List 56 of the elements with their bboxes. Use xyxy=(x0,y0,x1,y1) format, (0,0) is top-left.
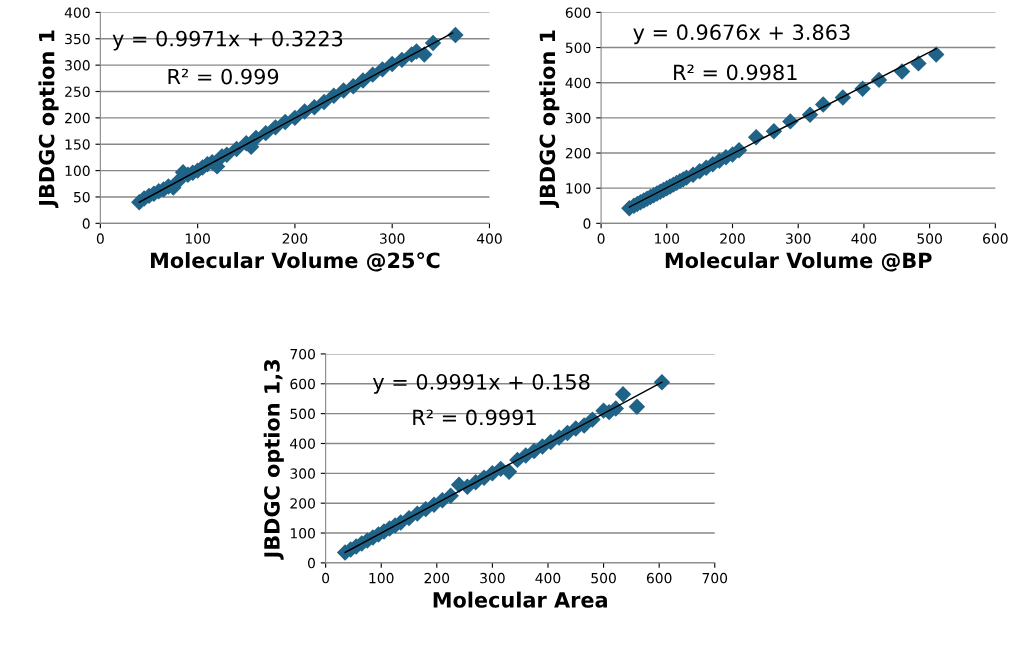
x-tick-label: 300 xyxy=(380,233,405,244)
x-tick-label: 100 xyxy=(185,233,210,244)
y-axis-title: JBDGC option 1,3 xyxy=(263,359,284,560)
y-tick-label: 200 xyxy=(565,147,591,159)
x-tick-label: 700 xyxy=(702,572,728,584)
y-tick-label: 400 xyxy=(64,7,90,18)
y-tick-label: 100 xyxy=(290,528,315,539)
annotation: y = 0.9971x + 0.3223 xyxy=(112,30,343,51)
y-tick-label: 0 xyxy=(307,557,315,569)
x-tick-label: 400 xyxy=(535,572,561,584)
y-tick-label: 150 xyxy=(65,139,90,150)
x-tick-label: 600 xyxy=(646,572,672,584)
y-tick-label: 250 xyxy=(65,86,90,97)
x-tick-label: 300 xyxy=(480,572,505,584)
x-tick-label: 0 xyxy=(96,233,104,244)
annotation: y = 0.9991x + 0.158 xyxy=(372,373,590,394)
y-tick-label: 500 xyxy=(565,42,591,54)
y-tick-label: 400 xyxy=(290,438,315,449)
x-tick-label: 0 xyxy=(322,572,330,584)
annotation: R² = 0.999 xyxy=(168,68,279,85)
y-axis-title: JBDGC option 1 xyxy=(38,30,59,208)
x-tick-label: 200 xyxy=(282,233,308,244)
y-tick-label: 200 xyxy=(65,112,90,124)
x-tick-label: 300 xyxy=(786,233,811,244)
y-tick-label: 600 xyxy=(565,7,591,18)
y-tick-label: 350 xyxy=(65,33,90,45)
y-tick-label: 200 xyxy=(290,498,315,509)
x-tick-label: 200 xyxy=(424,572,450,584)
x-tick-label: 200 xyxy=(720,233,745,244)
y-tick-label: 100 xyxy=(566,183,591,194)
y-tick-label: 0 xyxy=(583,218,591,229)
x-tick-label: 500 xyxy=(917,233,942,244)
x-tick-label: 400 xyxy=(476,233,502,244)
x-tick-label: 600 xyxy=(983,233,1008,244)
y-tick-label: 700 xyxy=(290,348,315,360)
y-tick-label: 600 xyxy=(290,378,315,390)
y-axis-title: JBDGC option 1 xyxy=(539,30,560,208)
y-tick-label: 300 xyxy=(65,60,90,71)
y-tick-label: 500 xyxy=(290,408,315,420)
annotation: y = 0.9676x + 3.863 xyxy=(633,24,850,45)
y-tick-label: 100 xyxy=(65,165,90,177)
x-tick-label: 500 xyxy=(591,572,616,584)
x-tick-label: 400 xyxy=(851,233,877,244)
x-axis-title: Molecular Volume @BP xyxy=(665,252,932,272)
x-tick-label: 100 xyxy=(369,572,394,584)
x-tick-label: 0 xyxy=(597,233,605,244)
x-axis-title: Molecular Area xyxy=(433,591,607,608)
annotation: R² = 0.9981 xyxy=(674,64,797,81)
y-tick-label: 300 xyxy=(565,112,591,124)
x-axis-title: Molecular Volume @25℃ xyxy=(151,252,440,272)
y-tick-label: 300 xyxy=(290,468,315,479)
y-tick-label: 0 xyxy=(82,218,90,229)
y-tick-label: 400 xyxy=(565,77,591,89)
x-tick-label: 100 xyxy=(655,233,680,244)
y-tick-label: 50 xyxy=(74,191,90,203)
annotation: R² = 0.9991 xyxy=(413,409,536,426)
